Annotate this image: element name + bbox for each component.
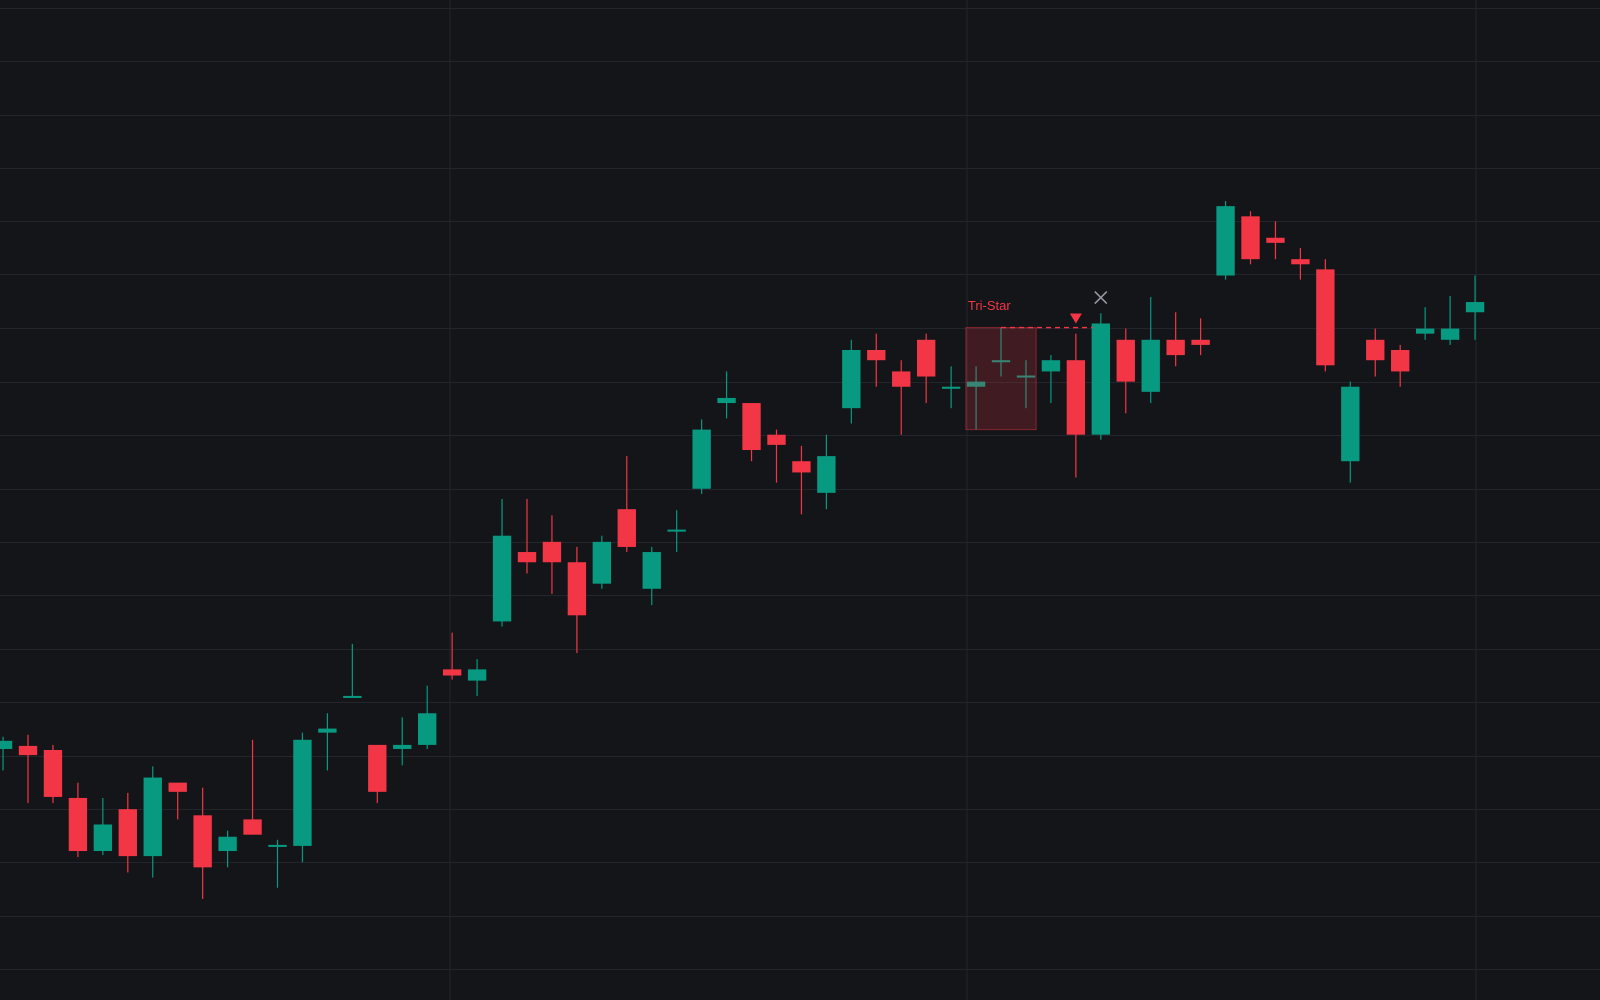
- candle-body: [1166, 339, 1185, 356]
- candle-body: [1091, 323, 1110, 435]
- candle-body: [368, 744, 387, 792]
- candle-body: [68, 797, 88, 852]
- close-icon: [1094, 290, 1108, 305]
- candle-body: [742, 403, 761, 450]
- candle-body: [193, 815, 212, 868]
- candle-body: [243, 819, 262, 835]
- candle-body: [143, 777, 162, 857]
- candle-body: [567, 562, 587, 616]
- candle-body: [442, 669, 462, 676]
- close-hit-area[interactable]: [1092, 289, 1110, 307]
- close-button[interactable]: [1092, 289, 1110, 307]
- candle-body: [268, 844, 287, 847]
- candle-body: [1415, 328, 1435, 334]
- candle-body: [1216, 206, 1235, 276]
- candle-body: [218, 836, 237, 852]
- candle-body: [168, 782, 187, 792]
- candle-body: [393, 744, 412, 749]
- candle-body: [467, 669, 487, 681]
- candle-body: [1465, 302, 1485, 313]
- candle-body: [617, 509, 636, 547]
- candle-body: [692, 429, 711, 489]
- pattern-box: [965, 327, 1037, 431]
- candle-body: [1141, 339, 1160, 392]
- candle-body: [0, 740, 13, 749]
- pattern-marker: [1069, 313, 1082, 324]
- candle-body: [792, 461, 811, 473]
- candle-body: [817, 456, 836, 493]
- candle-body: [1316, 269, 1335, 366]
- candle-body: [1191, 339, 1210, 345]
- candle-body: [43, 750, 63, 797]
- candle-body: [1366, 339, 1385, 361]
- candle-body: [1391, 350, 1410, 372]
- candle-body: [1266, 237, 1285, 243]
- candle-body: [1116, 339, 1135, 382]
- candle-body: [293, 739, 312, 846]
- candle-body: [1016, 375, 1036, 378]
- candle-body: [667, 529, 686, 532]
- candle-body: [1066, 360, 1086, 435]
- candle-body: [1041, 360, 1061, 372]
- candle-body: [767, 434, 786, 445]
- candle-body: [941, 386, 961, 389]
- candle-body: [93, 824, 113, 852]
- candle-body: [492, 535, 512, 622]
- candle-body: [1241, 216, 1260, 260]
- candle-body: [1341, 386, 1360, 462]
- candle-body: [892, 371, 911, 387]
- candle-body: [842, 350, 861, 409]
- pattern-label: Tri-Star: [968, 298, 1012, 313]
- candle-body: [318, 728, 337, 733]
- candle-body: [542, 541, 562, 563]
- candle-body: [717, 397, 736, 404]
- candle-body: [642, 552, 661, 589]
- candle-body: [1440, 328, 1460, 340]
- candle-body: [118, 809, 137, 857]
- candle-body: [418, 713, 437, 745]
- candle-body: [966, 381, 986, 387]
- candle-body: [916, 339, 936, 377]
- candle-body: [867, 350, 886, 361]
- candle-body: [991, 360, 1011, 363]
- candle-body: [1291, 259, 1310, 265]
- candle-body: [592, 541, 612, 584]
- candle-body: [517, 552, 537, 563]
- candle-body: [18, 745, 38, 756]
- vertical-grid: [449, 0, 1477, 1000]
- candle-body: [343, 695, 362, 698]
